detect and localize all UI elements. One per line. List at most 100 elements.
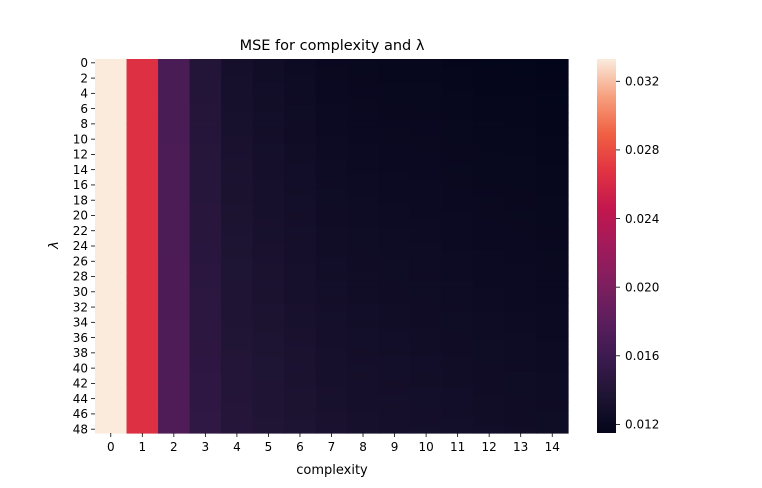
heatmap-cell: [441, 287, 474, 297]
heatmap-cell: [504, 127, 538, 136]
heatmap-cell: [347, 226, 380, 236]
heatmap-cell: [441, 173, 474, 182]
heatmap-cell: [126, 219, 159, 228]
heatmap-cell: [441, 272, 474, 281]
heatmap-cell: [378, 211, 411, 220]
heatmap-cell: [189, 226, 222, 236]
heatmap-cell: [284, 257, 317, 266]
heatmap-cell: [95, 310, 128, 320]
heatmap-cell: [410, 280, 443, 289]
heatmap-cell: [536, 74, 569, 83]
heatmap-cell: [126, 249, 159, 259]
heatmap-cell: [347, 356, 380, 365]
heatmap-cell: [441, 196, 474, 205]
heatmap-cell: [441, 356, 474, 365]
heatmap-cell: [378, 188, 411, 197]
heatmap-cell: [189, 310, 222, 320]
heatmap-cell: [95, 272, 128, 281]
heatmap-cell: [536, 226, 569, 236]
heatmap-cell: [378, 349, 411, 358]
heatmap-cell: [158, 249, 191, 259]
heatmap-cell: [378, 417, 411, 426]
heatmap-cell: [347, 280, 380, 289]
heatmap-cell: [158, 318, 191, 327]
heatmap-cell: [441, 303, 474, 312]
heatmap-cell: [284, 333, 317, 343]
heatmap-cell: [347, 379, 380, 388]
heatmap-cell: [347, 287, 380, 297]
heatmap-cell: [284, 265, 317, 274]
heatmap-cell: [189, 265, 222, 274]
heatmap-cell: [95, 188, 128, 197]
heatmap-cell: [189, 81, 222, 91]
heatmap-cell: [95, 287, 128, 297]
heatmap-cell: [221, 181, 254, 190]
heatmap-cell: [126, 188, 159, 197]
heatmap-cell: [315, 333, 348, 343]
heatmap-cell: [252, 364, 285, 373]
heatmap-cell: [284, 287, 317, 297]
heatmap-cell: [189, 158, 222, 167]
heatmap-cell: [347, 242, 380, 251]
heatmap-cell: [158, 356, 191, 365]
heatmap-cell: [536, 257, 569, 266]
heatmap-cell: [252, 249, 285, 259]
heatmap-cell: [126, 417, 159, 426]
heatmap-cell: [378, 181, 411, 190]
heatmap-cell: [347, 417, 380, 426]
y-tick-label: 32: [73, 300, 88, 314]
heatmap-cell: [189, 204, 222, 213]
heatmap-cell: [504, 341, 538, 350]
y-axis-ticks: 0246810121416182022242628303234363840424…: [73, 56, 95, 436]
heatmap-cell: [189, 219, 222, 228]
heatmap-cell: [284, 104, 317, 114]
heatmap-cell: [410, 104, 443, 114]
heatmap-cell: [504, 371, 538, 381]
heatmap-cell: [221, 150, 254, 159]
heatmap-cell: [410, 234, 443, 243]
heatmap-cell: [378, 326, 411, 335]
chart-title: MSE for complexity and λ: [240, 38, 425, 54]
heatmap-cell: [315, 394, 348, 404]
heatmap-cell: [315, 257, 348, 266]
heatmap-cell: [95, 341, 128, 350]
heatmap-cell: [95, 120, 128, 129]
heatmap-cell: [315, 249, 348, 259]
heatmap-cell: [95, 394, 128, 404]
heatmap-cell: [473, 249, 506, 259]
heatmap-cell: [410, 135, 443, 144]
heatmap-cell: [221, 356, 254, 365]
heatmap-cell: [221, 333, 254, 343]
y-tick-label: 12: [73, 148, 88, 162]
heatmap-cell: [504, 272, 538, 281]
heatmap-cell: [221, 234, 254, 243]
heatmap-cell: [284, 242, 317, 251]
heatmap-cell: [441, 425, 474, 434]
heatmap-cell: [504, 196, 538, 205]
heatmap-cell: [536, 81, 569, 91]
heatmap-cell: [221, 226, 254, 236]
heatmap-cell: [284, 181, 317, 190]
heatmap-cell: [347, 303, 380, 312]
heatmap-cell: [126, 410, 159, 419]
heatmap-cell: [473, 257, 506, 266]
heatmap-cell: [536, 287, 569, 297]
heatmap-cell: [158, 173, 191, 182]
heatmap-cell: [473, 204, 506, 213]
heatmap-cell: [473, 341, 506, 350]
heatmap-cell: [378, 295, 411, 304]
colorbar-tick-label: 0.016: [625, 349, 659, 363]
heatmap-cell: [252, 280, 285, 289]
heatmap-cell: [536, 417, 569, 426]
heatmap-cell: [221, 387, 254, 396]
heatmap-cell: [284, 402, 317, 411]
heatmap-cell: [189, 356, 222, 365]
heatmap-cell: [473, 165, 506, 175]
heatmap-cell: [315, 272, 348, 281]
heatmap-cell: [473, 89, 506, 98]
heatmap-cell: [158, 425, 191, 434]
heatmap-cell: [441, 333, 474, 343]
heatmap-cell: [536, 356, 569, 365]
heatmap-cell: [504, 310, 538, 320]
y-tick-label: 14: [73, 163, 88, 177]
